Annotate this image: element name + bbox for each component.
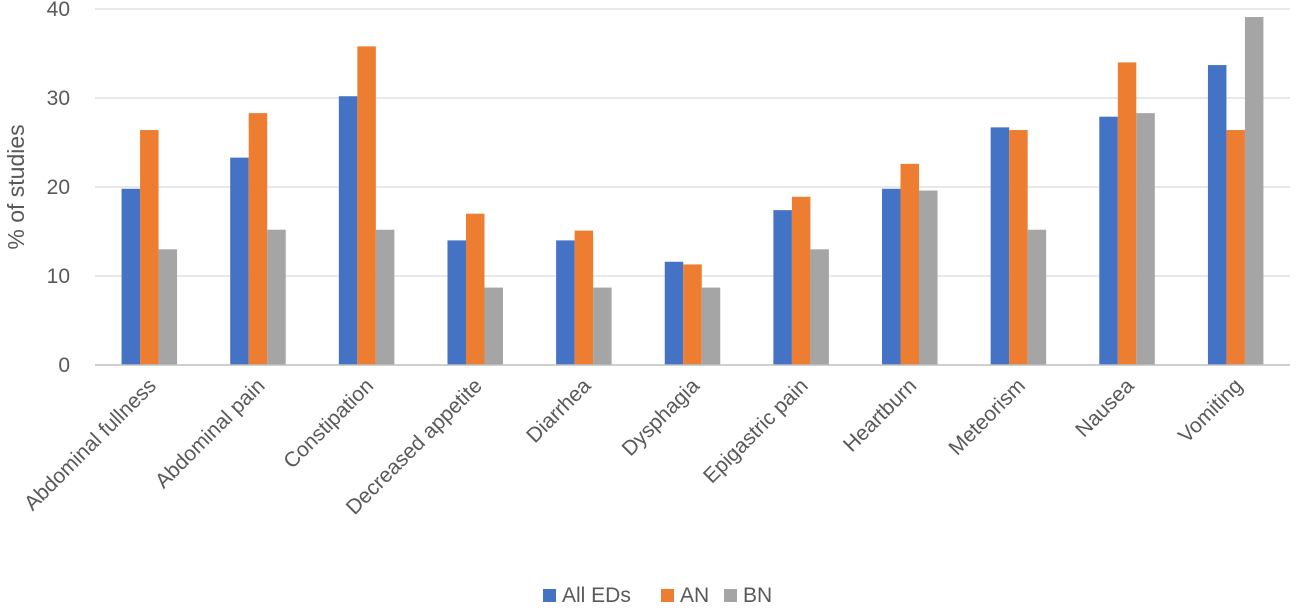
bar-bn-abdominal-pain xyxy=(267,229,286,365)
bar-an-abdominal-pain xyxy=(248,113,268,365)
bar-bn-decreased-appetite xyxy=(484,287,503,365)
bar-all-eds-diarrhea xyxy=(556,240,575,365)
x-category-label: Vomiting xyxy=(1174,374,1247,447)
bar-an-nausea xyxy=(1117,62,1137,366)
x-category-label: Meteorism xyxy=(944,374,1030,460)
bar-bn-constipation xyxy=(375,229,395,365)
x-category-label: Dysphagia xyxy=(618,374,705,461)
bar-an-vomiting xyxy=(1226,130,1245,365)
bars xyxy=(121,17,1264,366)
y-tick-label: 0 xyxy=(58,354,70,377)
bar-all-eds-abdominal-pain xyxy=(230,157,249,365)
bar-all-eds-decreased-appetite xyxy=(447,240,466,365)
bar-an-meteorism xyxy=(1009,130,1028,365)
y-tick-label: 20 xyxy=(47,176,70,199)
x-category-label: Heartburn xyxy=(839,374,921,456)
bar-all-eds-constipation xyxy=(338,96,358,365)
bar-bn-epigastric-pain xyxy=(810,249,829,365)
legend-label: BN xyxy=(743,584,772,607)
bar-an-epigastric-pain xyxy=(791,196,811,365)
bar-all-eds-abdominal-fullness xyxy=(121,188,141,365)
bar-bn-diarrhea xyxy=(593,287,612,365)
bar-all-eds-dysphagia xyxy=(664,261,684,365)
bar-an-dysphagia xyxy=(683,264,702,365)
bar-an-decreased-appetite xyxy=(465,213,485,365)
bar-bn-vomiting xyxy=(1244,17,1264,365)
bar-bn-dysphagia xyxy=(701,287,721,365)
bar-an-diarrhea xyxy=(574,230,594,365)
legend: All EDs AN BN xyxy=(543,584,772,607)
bar-bn-nausea xyxy=(1136,113,1155,365)
y-axis-title: % of studies xyxy=(3,124,29,249)
bar-all-eds-nausea xyxy=(1099,116,1118,365)
x-category-label: Constipation xyxy=(279,374,378,473)
bar-bn-meteorism xyxy=(1027,229,1047,365)
bar-an-heartburn xyxy=(900,163,920,365)
legend-swatch xyxy=(543,589,556,602)
bar-bn-heartburn xyxy=(919,190,938,365)
bar-bn-abdominal-fullness xyxy=(158,249,178,365)
legend-swatch xyxy=(724,589,737,602)
y-tick-label: 30 xyxy=(47,87,70,110)
bar-all-eds-heartburn xyxy=(882,188,901,365)
bar-all-eds-meteorism xyxy=(990,127,1010,366)
x-category-label: Diarrhea xyxy=(522,374,595,447)
legend-label: AN xyxy=(680,584,709,607)
legend-label: All EDs xyxy=(562,584,631,607)
y-tick-label: 10 xyxy=(47,265,70,288)
x-category-label: Epigastric pain xyxy=(699,374,813,488)
x-category-label: Nausea xyxy=(1071,374,1139,442)
bar-all-eds-vomiting xyxy=(1207,65,1227,365)
x-category-label: Abdominal fullness xyxy=(20,374,161,515)
legend-swatch xyxy=(661,589,674,602)
x-category-label: Abdominal pain xyxy=(151,374,270,493)
bar-all-eds-epigastric-pain xyxy=(773,210,792,365)
bar-an-constipation xyxy=(357,46,376,365)
bar-an-abdominal-fullness xyxy=(140,130,159,365)
y-tick-label: 40 xyxy=(47,0,70,21)
